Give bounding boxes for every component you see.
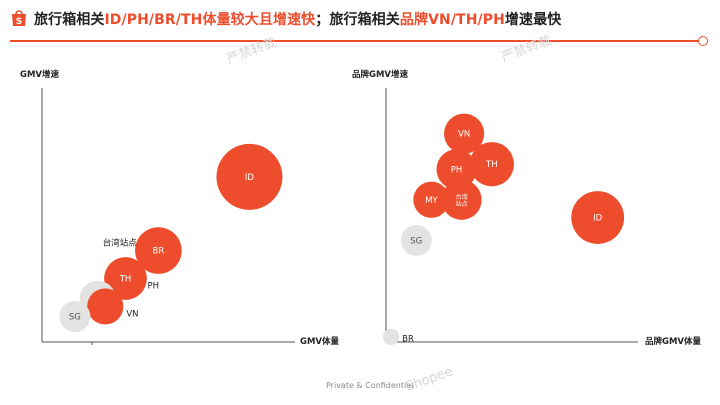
svg-text:S: S — [16, 17, 22, 27]
y-axis-label: 品牌GMV增速 — [352, 69, 409, 80]
bubble-br[interactable] — [382, 328, 400, 346]
bubble-台湾站点[interactable] — [441, 179, 482, 220]
y-axis-label: GMV增速 — [20, 69, 60, 80]
bubble-sg[interactable] — [59, 301, 91, 333]
chart-brand-gmv: 品牌GMV增速 品牌GMV体量 VN TH PH MY 台湾站点 ID SG BR — [352, 69, 702, 347]
bubble-ph[interactable] — [436, 149, 477, 190]
bubble-label: SG — [410, 236, 422, 246]
chart-gmv: GMV增速 GMV体量 IDBRTHPHMYVNSG台湾站点 — [20, 69, 340, 347]
bubble-my[interactable] — [413, 181, 450, 218]
annotation-label: 台湾站点 — [103, 237, 138, 248]
bubble-th[interactable] — [104, 257, 147, 300]
x-axis-label: 品牌GMV体量 — [645, 336, 702, 347]
bubble-label: SG — [69, 313, 81, 323]
bubble-label: VN — [458, 130, 470, 140]
bubble-label: ID — [593, 214, 603, 224]
x-axis-label: GMV体量 — [300, 336, 340, 347]
bubble-label: ID — [245, 173, 255, 183]
footer-confidential: Private & Confidential — [326, 381, 414, 390]
divider-end-dot — [698, 36, 708, 46]
bubble-label: 台湾站点 — [456, 193, 468, 208]
bubble-vn[interactable] — [87, 288, 124, 325]
bubble-id[interactable] — [571, 191, 625, 244]
bubble-br[interactable] — [135, 227, 182, 274]
bubble-label: BR — [402, 334, 414, 344]
bubble-label: PH — [451, 165, 463, 175]
bubble-label: TH — [485, 160, 498, 170]
bubble-vn[interactable] — [444, 113, 485, 154]
bubble-label: TH — [119, 275, 132, 285]
page-title: 旅行箱相关ID/PH/BR/TH体量较大且增速快；旅行箱相关品牌VN/TH/PH… — [34, 12, 562, 28]
bubble-label: BR — [153, 247, 165, 257]
bubble-label: MY — [425, 196, 438, 206]
bubble-id[interactable] — [216, 143, 283, 210]
bubble-label: VN — [126, 309, 138, 319]
bubble-label: PH — [147, 282, 159, 292]
title-divider — [10, 40, 702, 42]
shopee-logo-icon: S — [12, 10, 26, 27]
bubble-th[interactable] — [469, 142, 514, 187]
bubble-sg[interactable] — [400, 224, 432, 256]
